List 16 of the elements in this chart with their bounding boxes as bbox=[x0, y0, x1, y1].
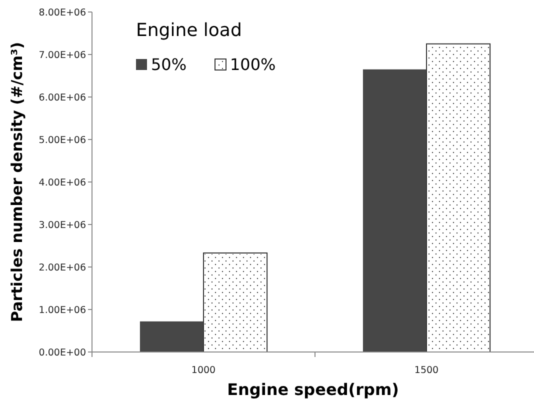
y-tick-label: 8.00E+06 bbox=[38, 7, 86, 18]
x-axis-title: Engine speed(rpm) bbox=[227, 380, 399, 399]
x-tick-label: 1000 bbox=[191, 365, 216, 376]
y-tick-label: 6.00E+06 bbox=[38, 92, 86, 104]
legend-label: 100% bbox=[230, 55, 276, 74]
y-tick-label: 0.00E+00 bbox=[38, 347, 86, 358]
y-tick-label: 2.00E+06 bbox=[38, 262, 86, 274]
y-axis-title: Particles number density (#/cm³) bbox=[8, 42, 26, 322]
legend-label: 50% bbox=[151, 55, 187, 74]
y-tick-label: 3.00E+06 bbox=[38, 220, 86, 231]
legend-title: Engine load bbox=[136, 20, 242, 41]
y-tick-label: 1.00E+06 bbox=[38, 304, 86, 316]
y-tick-label: 5.00E+06 bbox=[38, 134, 86, 146]
y-tick-label: 4.00E+06 bbox=[38, 177, 86, 188]
x-tick-label: 1500 bbox=[414, 365, 439, 376]
y-tick-label: 7.00E+06 bbox=[38, 50, 86, 61]
